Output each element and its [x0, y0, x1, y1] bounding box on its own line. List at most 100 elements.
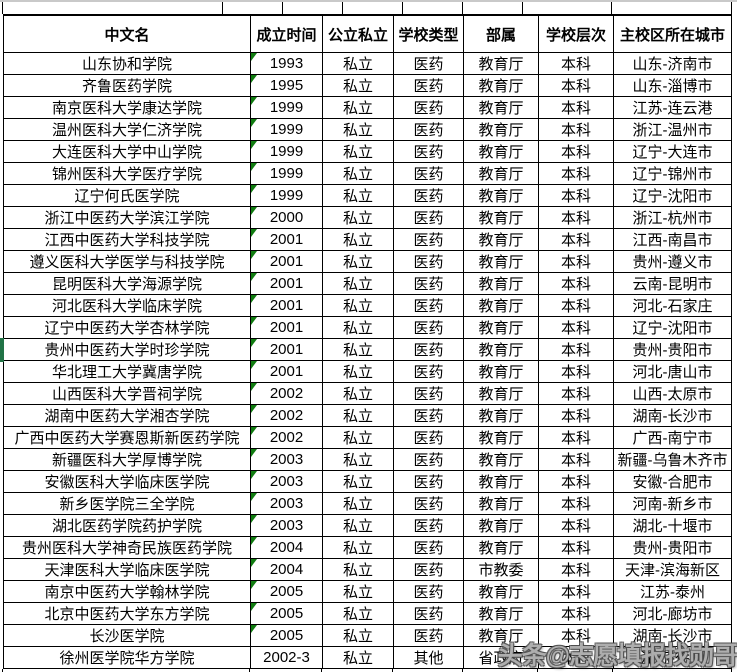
cell-level[interactable]: 本科 — [539, 207, 614, 228]
cell-city[interactable]: 贵州-贵阳市 — [614, 537, 732, 558]
table-row[interactable]: 锦州医科大学医疗学院 1999 私立 医药 教育厅 本科 辽宁-锦州市 — [4, 163, 732, 185]
cell-level[interactable]: 本科 — [539, 493, 614, 514]
cell-city[interactable]: 辽宁-大连市 — [614, 141, 732, 162]
cell-city[interactable]: 山东-济南市 — [614, 53, 732, 74]
cell-ownership[interactable]: 私立 — [323, 647, 394, 668]
table-row[interactable]: 辽宁何氏医学院 1999 私立 医药 教育厅 本科 辽宁-沈阳市 — [4, 185, 732, 207]
cell-school-type[interactable]: 医药 — [394, 537, 464, 558]
cell-affiliation[interactable]: 教育厅 — [464, 515, 539, 536]
table-row[interactable]: 辽宁中医药大学杏林学院 2001 私立 医药 教育厅 本科 辽宁-沈阳市 — [4, 317, 732, 339]
cell-city[interactable]: 云南-昆明市 — [614, 273, 732, 294]
cell-school-type[interactable]: 医药 — [394, 603, 464, 624]
cell-school-type[interactable]: 医药 — [394, 493, 464, 514]
table-row[interactable]: 江西中医药大学科技学院 2001 私立 医药 教育厅 本科 江西-南昌市 — [4, 229, 732, 251]
cell-affiliation[interactable]: 教育厅 — [464, 339, 539, 360]
cell-affiliation[interactable]: 教育厅 — [464, 317, 539, 338]
table-row[interactable]: 新乡医学院三全学院 2003 私立 医药 教育厅 本科 河南-新乡市 — [4, 493, 732, 515]
cell-affiliation[interactable]: 教育厅 — [464, 97, 539, 118]
cell-college-name[interactable]: 南京医科大学康达学院 — [4, 97, 251, 118]
cell-level[interactable]: 本科 — [539, 229, 614, 250]
cell-city[interactable]: 安徽-合肥市 — [614, 471, 732, 492]
cell-city[interactable]: 河北-唐山市 — [614, 361, 732, 382]
cell-affiliation[interactable]: 教育厅 — [464, 53, 539, 74]
table-row[interactable]: 天津医科大学临床医学院 2004 私立 医药 市教委 本科 天津-滨海新区 — [4, 559, 732, 581]
cell-affiliation[interactable]: 教育厅 — [464, 185, 539, 206]
cell-college-name[interactable]: 贵州医科大学神奇民族医药学院 — [4, 537, 251, 558]
cell-city[interactable]: 湖北-十堰市 — [614, 515, 732, 536]
cell-affiliation[interactable]: 教育厅 — [464, 581, 539, 602]
cell-level[interactable]: 本科 — [539, 647, 614, 668]
cell-affiliation[interactable]: 教育厅 — [464, 75, 539, 96]
cell-school-type[interactable]: 医药 — [394, 119, 464, 140]
cell-school-type[interactable]: 医药 — [394, 471, 464, 492]
cell-city[interactable]: 江苏-徐州 — [614, 647, 732, 668]
cell-ownership[interactable]: 私立 — [323, 383, 394, 404]
cell-affiliation[interactable]: 教育厅 — [464, 295, 539, 316]
cell-level[interactable]: 本科 — [539, 185, 614, 206]
cell-ownership[interactable]: 私立 — [323, 449, 394, 470]
header-cell-level[interactable]: 学校层次 — [539, 16, 614, 52]
cell-college-name[interactable]: 湖南中医药大学湘杏学院 — [4, 405, 251, 426]
cell-founding-year[interactable]: 1999 — [251, 163, 323, 184]
cell-founding-year[interactable]: 1993 — [251, 53, 323, 74]
cell-city[interactable]: 广西-南宁市 — [614, 427, 732, 448]
table-row[interactable]: 山东协和学院 1993 私立 医药 教育厅 本科 山东-济南市 — [4, 53, 732, 75]
header-cell-city[interactable]: 主校区所在城市 — [614, 16, 732, 52]
cell-school-type[interactable]: 医药 — [394, 361, 464, 382]
table-row[interactable]: 湖南中医药大学湘杏学院 2002 私立 医药 教育厅 本科 湖南-长沙市 — [4, 405, 732, 427]
cell-school-type[interactable]: 医药 — [394, 581, 464, 602]
cell-ownership[interactable]: 私立 — [323, 207, 394, 228]
cell-college-name[interactable]: 南京中医药大学翰林学院 — [4, 581, 251, 602]
cell-level[interactable]: 本科 — [539, 603, 614, 624]
cell-affiliation[interactable]: 教育厅 — [464, 405, 539, 426]
cell-ownership[interactable]: 私立 — [323, 559, 394, 580]
cell-affiliation[interactable]: 教育厅 — [464, 207, 539, 228]
cell-founding-year[interactable]: 2001 — [251, 295, 323, 316]
cell-school-type[interactable]: 医药 — [394, 515, 464, 536]
cell-ownership[interactable]: 私立 — [323, 581, 394, 602]
cell-founding-year[interactable]: 2004 — [251, 559, 323, 580]
cell-city[interactable]: 辽宁-沈阳市 — [614, 185, 732, 206]
cell-school-type[interactable]: 医药 — [394, 625, 464, 646]
header-cell-ownership[interactable]: 公立私立 — [323, 16, 394, 52]
cell-city[interactable]: 湖南-长沙市 — [614, 625, 732, 646]
cell-ownership[interactable]: 私立 — [323, 493, 394, 514]
table-row[interactable]: 山西医科大学晋祠学院 2002 私立 医药 教育厅 本科 山西-太原市 — [4, 383, 732, 405]
cell-founding-year[interactable]: 2004 — [251, 537, 323, 558]
cell-school-type[interactable]: 医药 — [394, 53, 464, 74]
table-row[interactable]: 南京医科大学康达学院 1999 私立 医药 教育厅 本科 江苏-连云港 — [4, 97, 732, 119]
cell-founding-year[interactable]: 2001 — [251, 317, 323, 338]
cell-college-name[interactable]: 昆明医科大学海源学院 — [4, 273, 251, 294]
cell-level[interactable]: 本科 — [539, 537, 614, 558]
cell-school-type[interactable]: 医药 — [394, 207, 464, 228]
table-row[interactable]: 安徽医科大学临床医学院 2003 私立 医药 教育厅 本科 安徽-合肥市 — [4, 471, 732, 493]
cell-level[interactable]: 本科 — [539, 75, 614, 96]
cell-ownership[interactable]: 私立 — [323, 53, 394, 74]
cell-ownership[interactable]: 私立 — [323, 273, 394, 294]
cell-affiliation[interactable]: 教育厅 — [464, 471, 539, 492]
cell-school-type[interactable]: 医药 — [394, 317, 464, 338]
cell-ownership[interactable]: 私立 — [323, 361, 394, 382]
cell-school-type[interactable]: 医药 — [394, 449, 464, 470]
cell-school-type[interactable]: 医药 — [394, 339, 464, 360]
cell-affiliation[interactable]: 教育厅 — [464, 163, 539, 184]
cell-ownership[interactable]: 私立 — [323, 603, 394, 624]
cell-founding-year[interactable]: 2002 — [251, 405, 323, 426]
cell-founding-year[interactable]: 2003 — [251, 515, 323, 536]
cell-ownership[interactable]: 私立 — [323, 251, 394, 272]
cell-college-name[interactable]: 河北医科大学临床学院 — [4, 295, 251, 316]
cell-founding-year[interactable]: 2005 — [251, 625, 323, 646]
table-row[interactable]: 新疆医科大学厚博学院 2003 私立 医药 教育厅 本科 新疆-乌鲁木齐市 — [4, 449, 732, 471]
cell-ownership[interactable]: 私立 — [323, 185, 394, 206]
cell-founding-year[interactable]: 1999 — [251, 185, 323, 206]
cell-city[interactable]: 新疆-乌鲁木齐市 — [614, 449, 732, 470]
cell-level[interactable]: 本科 — [539, 471, 614, 492]
cell-city[interactable]: 浙江-杭州市 — [614, 207, 732, 228]
cell-ownership[interactable]: 私立 — [323, 405, 394, 426]
cell-ownership[interactable]: 私立 — [323, 317, 394, 338]
cell-ownership[interactable]: 私立 — [323, 163, 394, 184]
cell-ownership[interactable]: 私立 — [323, 141, 394, 162]
cell-college-name[interactable]: 温州医科大学仁济学院 — [4, 119, 251, 140]
cell-founding-year[interactable]: 2002 — [251, 427, 323, 448]
cell-ownership[interactable]: 私立 — [323, 295, 394, 316]
